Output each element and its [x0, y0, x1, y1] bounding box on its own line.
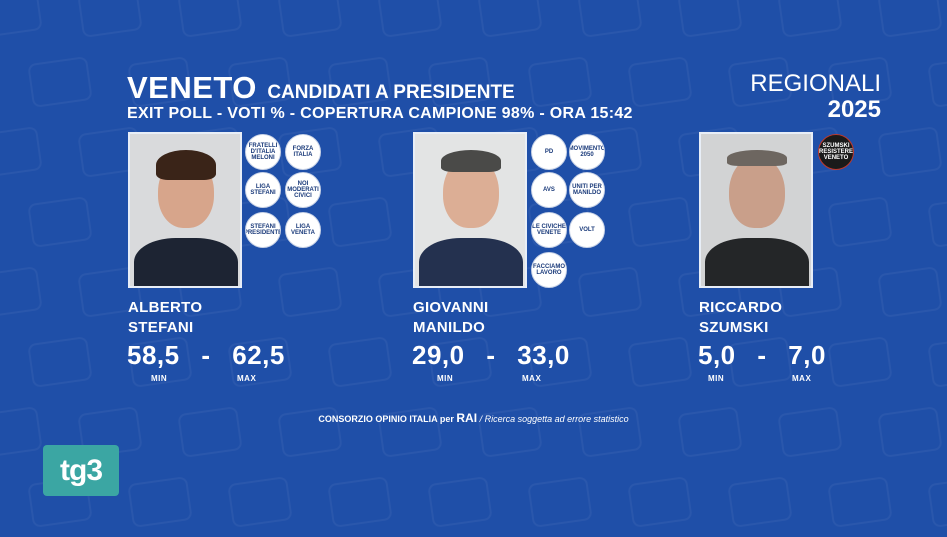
background-tile	[327, 336, 393, 388]
background-tile	[927, 56, 947, 108]
vote-min: 29,0	[412, 340, 465, 370]
tg3-logo: tg3	[43, 445, 119, 496]
background-tile	[77, 0, 143, 38]
background-tile	[627, 56, 693, 108]
background-tile	[277, 0, 343, 38]
background-tile	[927, 196, 947, 248]
candidate-first-name: ALBERTO	[128, 299, 203, 316]
candidate-name-szumski: RICCARDO SZUMSKI	[699, 298, 782, 337]
background-tile	[127, 476, 193, 528]
candidate-last-name: STEFANI	[128, 318, 194, 336]
background-tile	[327, 476, 393, 528]
background-tile	[627, 196, 693, 248]
rai-text: RAI	[456, 411, 478, 425]
background-tile	[0, 126, 43, 178]
source-footer: CONSORZIO OPINIO ITALIA per RAI / Ricerc…	[0, 411, 947, 425]
candidate-first-name: RICCARDO	[699, 299, 783, 316]
candidate-photo-stefani	[128, 132, 242, 288]
range-dash: -	[757, 340, 767, 370]
background-tile	[27, 56, 93, 108]
background-tile	[927, 476, 947, 528]
region-title: VENETO	[127, 70, 257, 105]
min-label: MIN	[151, 374, 168, 383]
title-block: VENETO CANDIDATI A PRESIDENTE	[127, 70, 515, 106]
party-logo: PD	[531, 134, 567, 170]
party-logo: LE CIVICHE VENETE	[531, 212, 567, 248]
background-tile	[577, 0, 643, 38]
background-tile	[827, 196, 893, 248]
party-logo: VOLT	[569, 212, 605, 248]
background-tile	[0, 266, 43, 318]
party-logos-stefani: FRATELLI D'ITALIA MELONI FORZA ITALIA LI…	[245, 134, 325, 254]
party-logo: FRATELLI D'ITALIA MELONI	[245, 134, 281, 170]
background-tile	[527, 476, 593, 528]
vote-max: 33,0	[517, 340, 570, 370]
background-tile	[777, 0, 843, 38]
election-year: 2025	[827, 96, 881, 123]
range-dash: -	[201, 340, 211, 370]
range-dash: -	[486, 340, 496, 370]
background-tile	[27, 196, 93, 248]
party-logo: NOI MODERATI CIVICI	[285, 172, 321, 208]
candidate-first-name: GIOVANNI	[413, 299, 489, 316]
candidate-last-name: MANILDO	[413, 318, 486, 336]
party-logo: UNITI PER MANILDO	[569, 172, 605, 208]
background-tile	[327, 196, 393, 248]
vote-range-szumski: 5,0 - 7,0	[698, 340, 826, 371]
background-tile	[377, 0, 443, 38]
party-logo: LIGA STEFANI	[245, 172, 281, 208]
background-tile	[27, 336, 93, 388]
vote-range-stefani: 58,5 - 62,5	[127, 340, 285, 371]
background-tile	[877, 0, 943, 38]
title-suffix: CANDIDATI A PRESIDENTE	[267, 82, 515, 103]
vote-min: 58,5	[127, 340, 180, 370]
vote-min: 5,0	[698, 340, 736, 370]
background-tile	[827, 476, 893, 528]
background-tile	[827, 336, 893, 388]
background-tile	[0, 0, 43, 38]
party-logo: SZUMSKI RESISTERE VENETO	[818, 134, 854, 170]
background-tile	[227, 476, 293, 528]
background-tile	[877, 266, 943, 318]
party-logo: FACCIAMO LAVORO	[531, 252, 567, 288]
max-label: MAX	[237, 374, 257, 383]
candidate-name-manildo: GIOVANNI MANILDO	[413, 298, 488, 337]
min-label: MIN	[437, 374, 454, 383]
vote-max: 62,5	[232, 340, 285, 370]
background-tile	[677, 0, 743, 38]
background-tile	[177, 0, 243, 38]
background-tile	[727, 476, 793, 528]
max-label: MAX	[522, 374, 542, 383]
candidate-photo-szumski	[699, 132, 813, 288]
background-tile	[277, 266, 343, 318]
candidate-name-stefani: ALBERTO STEFANI	[128, 298, 202, 337]
candidate-last-name: SZUMSKI	[699, 318, 769, 336]
election-label: REGIONALI 2025	[750, 72, 881, 122]
party-logo: AVS	[531, 172, 567, 208]
vote-max: 7,0	[788, 340, 826, 370]
party-logos-manildo: PD MOVIMENTO 2050 AVS UNITI PER MANILDO …	[531, 134, 611, 288]
source-text: CONSORZIO OPINIO ITALIA per	[318, 414, 454, 424]
party-logo: LIGA VENETA	[285, 212, 321, 248]
background-tile	[477, 0, 543, 38]
background-tile	[427, 476, 493, 528]
background-tile	[627, 336, 693, 388]
party-logo: STEFANI PRESIDENTE	[245, 212, 281, 248]
poll-subtitle: EXIT POLL - VOTI % - COPERTURA CAMPIONE …	[127, 105, 633, 122]
candidate-photo-manildo	[413, 132, 527, 288]
party-logo: MOVIMENTO 2050	[569, 134, 605, 170]
party-logo: FORZA ITALIA	[285, 134, 321, 170]
max-label: MAX	[792, 374, 812, 383]
background-tile	[627, 476, 693, 528]
party-logos-szumski: SZUMSKI RESISTERE VENETO	[818, 134, 898, 174]
disclaimer-text: / Ricerca soggetta ad errore statistico	[479, 414, 629, 424]
min-label: MIN	[708, 374, 725, 383]
vote-range-manildo: 29,0 - 33,0	[412, 340, 570, 371]
background-tile	[927, 336, 947, 388]
election-type: REGIONALI	[750, 70, 881, 97]
background-tile	[527, 56, 593, 108]
